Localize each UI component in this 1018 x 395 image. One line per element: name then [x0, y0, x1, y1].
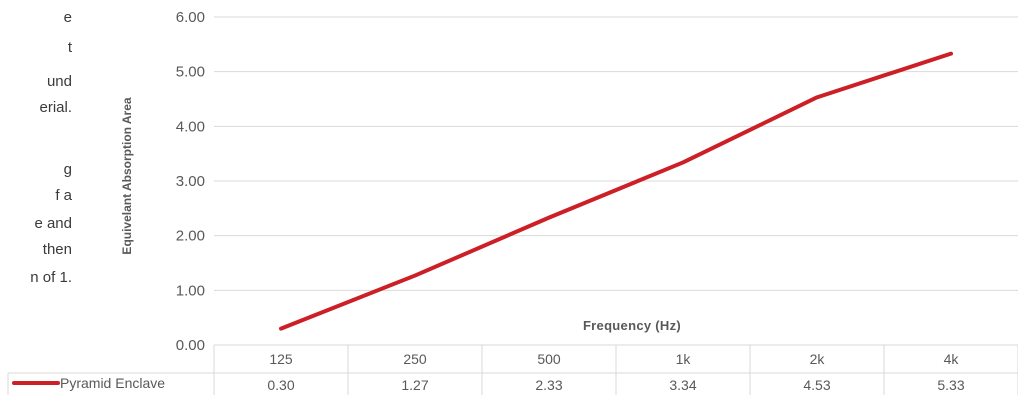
legend-series-name: Pyramid Enclave [60, 375, 165, 391]
category-label: 500 [537, 351, 561, 367]
category-label: 4k [944, 351, 960, 367]
category-label: 125 [269, 351, 293, 367]
category-label: 1k [676, 351, 692, 367]
y-tick-label: 2.00 [176, 228, 205, 245]
category-label: 250 [403, 351, 427, 367]
side-text-line: then [42, 241, 72, 258]
category-label: 2k [810, 351, 826, 367]
y-axis-label: Equivelant Absorption Area [120, 97, 134, 254]
y-tick-label: 5.00 [176, 64, 205, 81]
data-table-value: 0.30 [267, 377, 294, 393]
data-table-value: 1.27 [401, 377, 428, 393]
side-text-line: e [63, 9, 72, 26]
side-text-line: g [63, 161, 72, 178]
y-tick-label: 6.00 [176, 9, 205, 26]
data-table-value: 2.33 [535, 377, 562, 393]
data-table-value: 3.34 [669, 377, 696, 393]
y-tick-label: 0.00 [176, 337, 205, 354]
side-text-block: e t und erial. g f a e and then n of 1. [0, 0, 80, 300]
side-text-line: e and [34, 215, 72, 232]
x-axis-label: Frequency (Hz) [583, 318, 681, 333]
y-tick-label: 4.00 [176, 118, 205, 135]
side-text-line: erial. [39, 99, 72, 116]
side-text-line: f a [55, 187, 72, 204]
data-table-value: 4.53 [803, 377, 830, 393]
side-text-line: t [67, 39, 72, 56]
data-table-value: 5.33 [937, 377, 964, 393]
side-text-line: und [46, 73, 72, 90]
y-tick-label: 3.00 [176, 173, 205, 190]
series-line-pyramid-enclave [279, 51, 953, 331]
side-text-line: n of 1. [30, 269, 72, 286]
y-tick-label: 1.00 [176, 282, 205, 299]
